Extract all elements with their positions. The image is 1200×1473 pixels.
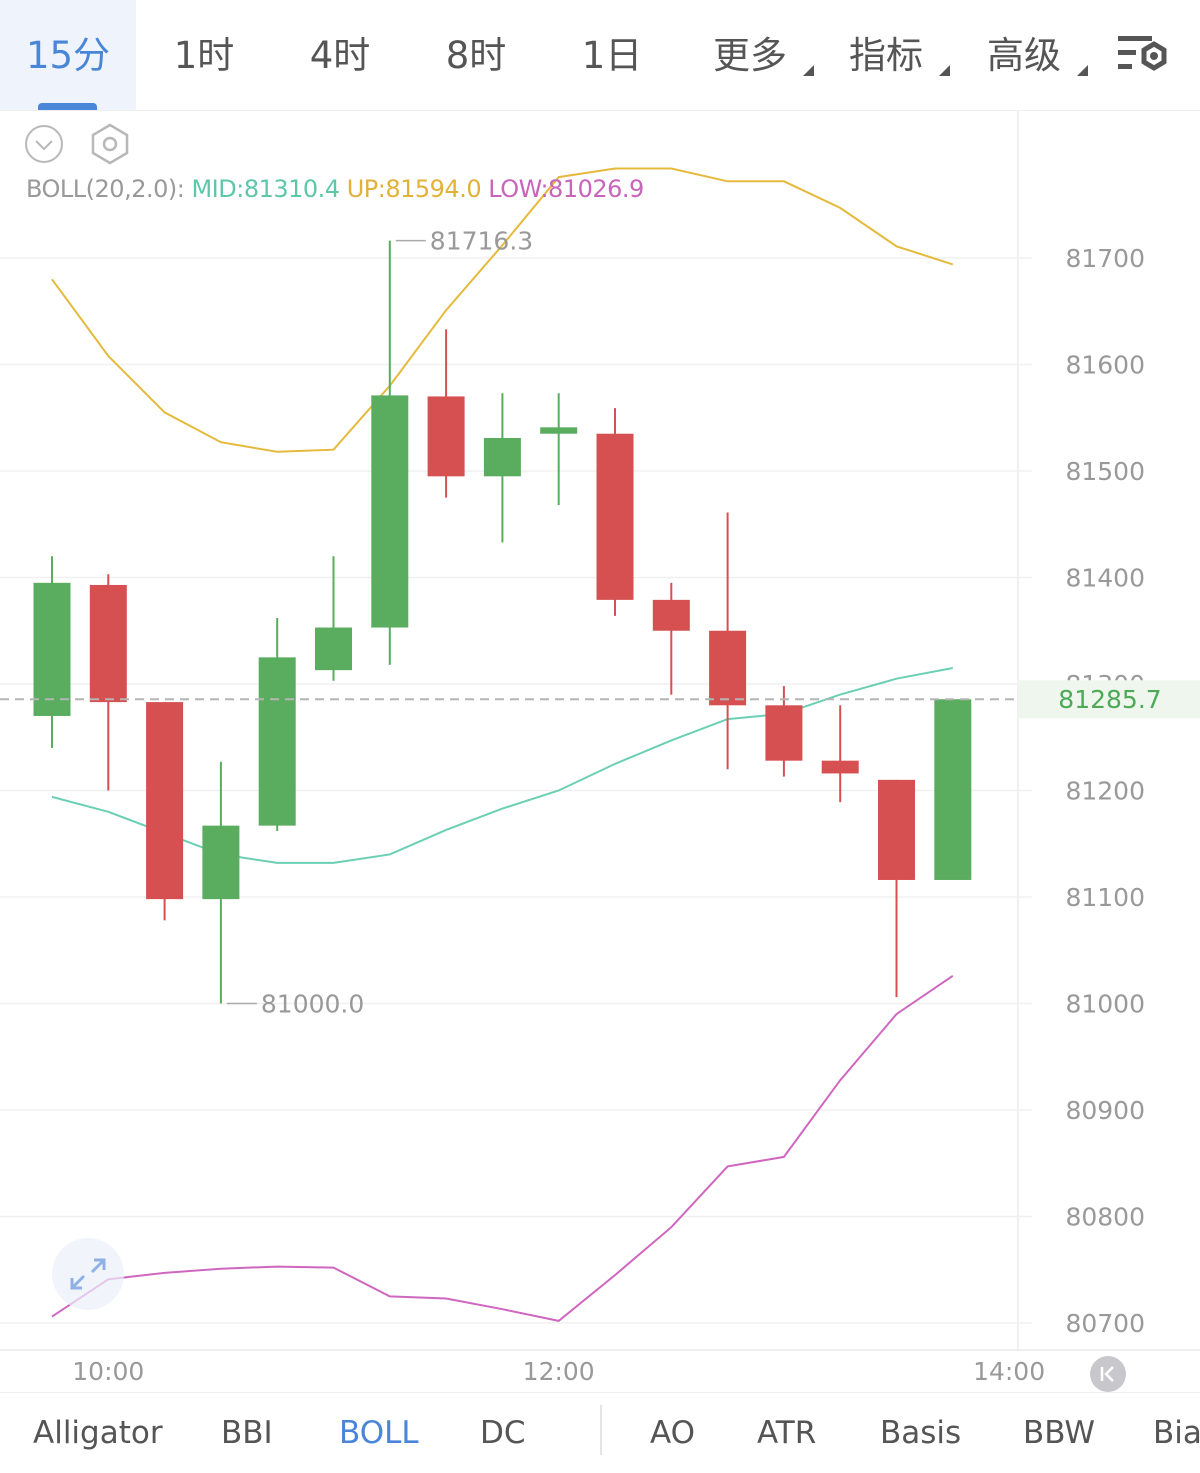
boll-upper-line bbox=[51, 167, 954, 453]
tab-4h[interactable]: 4时 bbox=[272, 0, 408, 110]
bearish-candle bbox=[652, 582, 690, 695]
candle-body bbox=[427, 396, 465, 477]
bullish-candle bbox=[258, 617, 296, 831]
y-tick-label: 81400 bbox=[1065, 564, 1145, 593]
bullish-candle bbox=[540, 393, 578, 506]
last-price-label: 81285.7 bbox=[1058, 685, 1161, 714]
candle-body bbox=[89, 584, 127, 703]
tab-1d[interactable]: 1日 bbox=[544, 0, 680, 110]
y-tick-label: 81600 bbox=[1065, 351, 1145, 380]
candle-body bbox=[202, 825, 240, 900]
bearish-candle bbox=[146, 702, 184, 921]
tab-8h[interactable]: 8时 bbox=[408, 0, 544, 110]
tab-label: 8时 bbox=[445, 34, 507, 77]
bearish-candle bbox=[596, 408, 634, 616]
legend-up: UP:81594.0 bbox=[346, 175, 482, 203]
tab-more[interactable]: 更多 bbox=[690, 0, 814, 110]
scroll-to-latest-icon[interactable] bbox=[1090, 1356, 1126, 1392]
bearish-candle bbox=[89, 574, 127, 791]
low-price-label: 81000.0 bbox=[261, 990, 364, 1019]
tab-1h[interactable]: 1时 bbox=[136, 0, 272, 110]
tab-label: 4时 bbox=[309, 34, 371, 77]
tab-label: 指标 bbox=[849, 34, 923, 77]
tab-label: 更多 bbox=[713, 34, 787, 77]
boll-legend: BOLL(20,2.0): MID:81310.4 UP:81594.0 LOW… bbox=[26, 175, 644, 203]
y-tick-label: 80800 bbox=[1065, 1203, 1145, 1232]
tab-15m[interactable]: 15分 bbox=[0, 0, 136, 110]
boll-mid-line bbox=[51, 667, 953, 864]
indicator-divider bbox=[600, 1405, 602, 1455]
expand-icon[interactable] bbox=[52, 1238, 124, 1310]
collapse-indicator-icon[interactable] bbox=[24, 124, 64, 164]
dropdown-triangle-icon bbox=[939, 65, 950, 76]
indicator-ao[interactable]: AO bbox=[650, 1415, 696, 1451]
candle-body bbox=[33, 582, 71, 716]
tab-label: 15分 bbox=[25, 34, 111, 77]
bearish-candle bbox=[427, 329, 465, 498]
tab-label: 1日 bbox=[581, 34, 643, 77]
legend-mid: MID:81310.4 bbox=[191, 175, 340, 203]
candle-body bbox=[371, 395, 409, 628]
dropdown-triangle-icon bbox=[1077, 65, 1088, 76]
candle-body bbox=[934, 699, 972, 880]
bullish-candle bbox=[934, 699, 972, 880]
boll-lower-line bbox=[51, 974, 954, 1322]
tab-label: 高级 bbox=[987, 34, 1061, 77]
candle-body bbox=[258, 657, 296, 826]
indicator-dc[interactable]: DC bbox=[480, 1415, 526, 1451]
candle-body bbox=[540, 427, 578, 434]
bearish-candle bbox=[765, 686, 803, 777]
candle-body bbox=[315, 627, 352, 671]
y-tick-label: 81700 bbox=[1065, 244, 1145, 273]
bullish-candle bbox=[33, 556, 71, 748]
tab-indicators[interactable]: 指标 bbox=[826, 0, 950, 110]
bearish-candle bbox=[878, 779, 915, 998]
indicator-boll[interactable]: BOLL bbox=[339, 1415, 419, 1451]
tab-advanced[interactable]: 高级 bbox=[964, 0, 1088, 110]
y-tick-label: 80900 bbox=[1065, 1096, 1145, 1125]
y-tick-label: 81100 bbox=[1065, 883, 1145, 912]
indicator-bbw[interactable]: BBW bbox=[1023, 1415, 1096, 1451]
candle-body bbox=[596, 433, 634, 600]
dropdown-triangle-icon bbox=[803, 65, 814, 76]
indicator-settings-icon[interactable] bbox=[88, 122, 132, 166]
indicator-basis[interactable]: Basis bbox=[880, 1415, 962, 1451]
timeframe-tabs: 15分 1时 4时 8时 1日 更多 指标 高级 bbox=[0, 0, 1200, 111]
bearish-candle bbox=[709, 512, 747, 770]
candle-body bbox=[878, 779, 915, 880]
indicator-bias[interactable]: Bias bbox=[1153, 1415, 1200, 1451]
bullish-candle bbox=[371, 240, 409, 665]
indicator-alligator[interactable]: Alligator bbox=[33, 1415, 163, 1451]
bearish-candle bbox=[821, 705, 859, 803]
legend-low: LOW:81026.9 bbox=[488, 175, 644, 203]
bullish-candle bbox=[202, 761, 240, 1004]
chart-settings-icon[interactable] bbox=[1114, 30, 1170, 80]
indicator-bar: Alligator BBI BOLL DC AO ATR Basis BBW B… bbox=[0, 1392, 1200, 1464]
candle-body bbox=[821, 760, 859, 774]
candle-body bbox=[483, 437, 521, 477]
candle-body bbox=[709, 630, 747, 706]
indicator-atr[interactable]: ATR bbox=[757, 1415, 817, 1451]
y-tick-label: 81500 bbox=[1065, 457, 1145, 486]
x-tick-label: 10:00 bbox=[72, 1357, 144, 1386]
y-tick-label: 81000 bbox=[1065, 990, 1145, 1019]
y-tick-label: 80700 bbox=[1065, 1309, 1145, 1338]
bullish-candle bbox=[315, 556, 352, 681]
active-tab-indicator bbox=[38, 103, 97, 110]
candle-body bbox=[652, 599, 690, 631]
y-tick-label: 81200 bbox=[1065, 777, 1145, 806]
x-tick-label: 12:00 bbox=[523, 1357, 595, 1386]
last-price-tag bbox=[1018, 680, 1200, 719]
x-tick-label: 14:00 bbox=[973, 1357, 1045, 1386]
bullish-candle bbox=[483, 393, 521, 543]
candlestick-chart[interactable]: 8170081600815008140081300812008110081000… bbox=[0, 110, 1200, 1388]
legend-prefix: BOLL(20,2.0): bbox=[26, 175, 185, 203]
candle-body bbox=[146, 702, 184, 900]
candle-body bbox=[765, 705, 803, 761]
indicator-bbi[interactable]: BBI bbox=[221, 1415, 273, 1451]
tab-label: 1时 bbox=[173, 34, 235, 77]
high-price-label: 81716.3 bbox=[430, 227, 533, 256]
